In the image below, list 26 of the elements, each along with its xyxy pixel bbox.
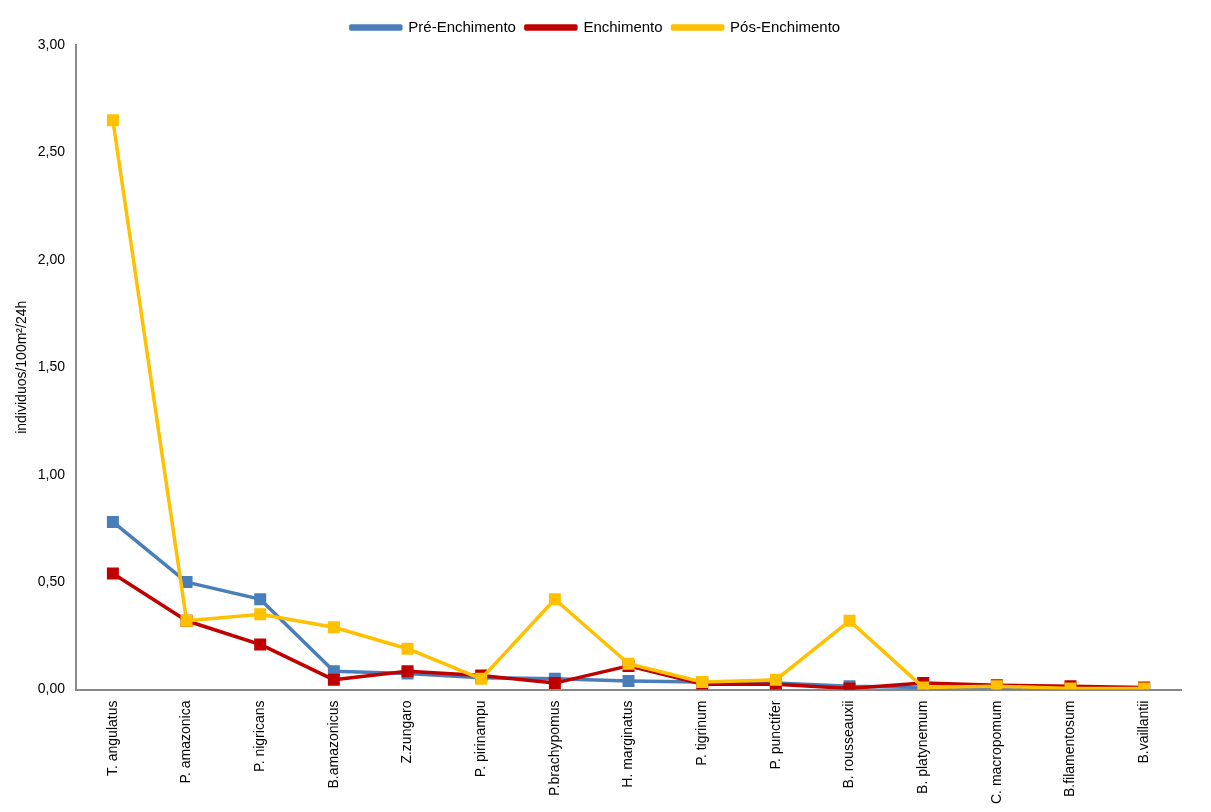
x-tick-label: P.brachypomus <box>545 700 562 796</box>
x-tick-label: P. tigrinum <box>693 700 710 766</box>
x-tick-label: P. amazonica <box>177 700 194 784</box>
y-tick-label: 3,00 <box>37 35 66 52</box>
y-tick-label: 2,50 <box>37 143 66 160</box>
y-tick-label: 1,50 <box>37 358 66 375</box>
legend-label: Pós-Enchimento <box>730 17 841 35</box>
x-tick-label: B.amazonicus <box>324 700 341 789</box>
x-tick-label: C. macropomum <box>987 700 1004 804</box>
legend-label: Pré-Enchimento <box>408 17 516 35</box>
x-tick-label: B.vaillantii <box>1135 700 1152 764</box>
y-tick-label: 2,00 <box>37 250 66 267</box>
y-tick-label: 0,50 <box>37 572 66 589</box>
x-tick-label: T. angulatus <box>103 700 120 777</box>
x-tick-label: Z.zungaro <box>398 700 415 764</box>
y-tick-label: 1,00 <box>37 465 66 482</box>
x-tick-label: B. platynemum <box>914 700 931 794</box>
y-axis-title: individuos/100m²/24h <box>13 300 30 434</box>
x-tick-label: B.filamentosum <box>1061 700 1078 798</box>
x-tick-label: P. punctifer <box>766 700 783 770</box>
x-tick-label: H. marginatus <box>619 700 636 788</box>
legend-label: Enchimento <box>583 17 663 35</box>
y-tick-label: 0,00 <box>37 680 66 697</box>
x-tick-label: B. rousseauxii <box>840 700 857 789</box>
x-tick-label: P. pirinampu <box>472 700 489 778</box>
x-tick-label: P. nigricans <box>251 700 268 772</box>
